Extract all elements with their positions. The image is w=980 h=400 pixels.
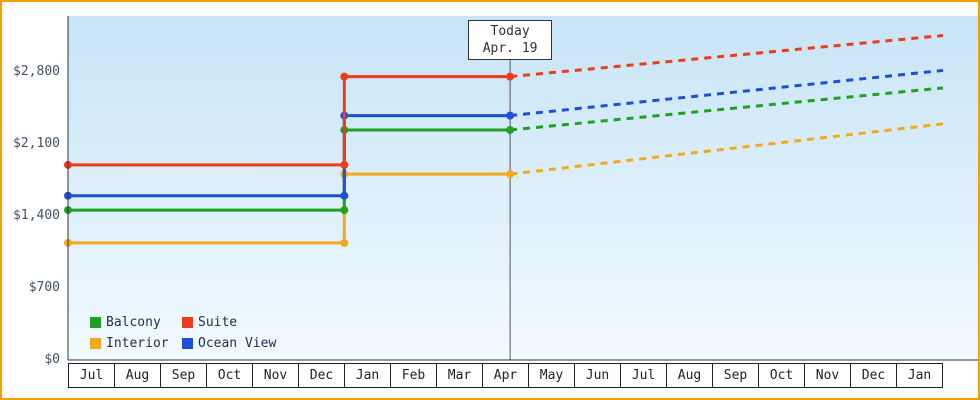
series-line-suite <box>68 75 511 167</box>
x-axis: Jul Aug Sep Oct Nov Dec Jan Feb Mar Apr May Jun Jul A… <box>68 363 943 388</box>
x-axis-month-cell: Dec <box>299 363 345 388</box>
x-axis-month-cell: Jan <box>345 363 391 388</box>
x-axis-month-cell: Feb <box>391 363 437 388</box>
legend-label: Ocean View <box>198 336 277 351</box>
plot-background <box>68 16 978 360</box>
x-axis-month-cell: Apr <box>483 363 529 388</box>
series-marker-suite <box>340 160 349 169</box>
legend: Balcony Suite Interior Ocean View <box>90 313 276 353</box>
x-axis-month-cell: Sep <box>161 363 207 388</box>
y-axis-tick-label: $1,400 <box>13 208 60 224</box>
y-axis-tick-label: $2,800 <box>13 64 60 80</box>
series-marker-suite <box>506 72 515 81</box>
x-axis-month-cell: Jul <box>68 363 115 388</box>
legend-label: Balcony <box>106 315 161 330</box>
x-axis-month-cell: Dec <box>851 363 897 388</box>
x-axis-month-cell: Mar <box>437 363 483 388</box>
series-marker-balcony <box>340 206 349 215</box>
series-marker-interior <box>506 170 515 179</box>
today-date: Apr. 19 <box>482 41 538 56</box>
y-axis-tick-label: $2,100 <box>13 136 60 152</box>
x-axis-month-cell: Nov <box>805 363 851 388</box>
x-axis-month-cell: Sep <box>713 363 759 388</box>
x-axis-month-cell: Oct <box>759 363 805 388</box>
legend-swatch-balcony <box>90 317 101 328</box>
x-axis-month-cell: Jan <box>897 363 943 388</box>
legend-label: Interior <box>106 336 169 351</box>
x-axis-month-cell: Aug <box>115 363 161 388</box>
legend-label: Suite <box>198 315 238 330</box>
series-marker-ocean-view <box>506 111 515 120</box>
legend-item-balcony: Balcony <box>90 313 182 332</box>
series-marker-interior <box>340 238 349 247</box>
today-label: Today <box>490 24 530 39</box>
legend-item-interior: Interior <box>90 334 182 353</box>
legend-item-ocean-view: Ocean View <box>182 334 276 353</box>
series-marker-balcony <box>506 125 515 134</box>
x-axis-month-cell: Oct <box>207 363 253 388</box>
legend-item-suite: Suite <box>182 313 276 332</box>
legend-swatch-interior <box>90 338 101 349</box>
x-axis-month-cell: Jun <box>575 363 621 388</box>
y-axis-tick-label: $0 <box>44 352 60 367</box>
series-marker-suite <box>340 72 349 81</box>
y-axis-tick-label: $700 <box>28 280 60 296</box>
legend-swatch-suite <box>182 317 193 328</box>
x-axis-month-cell: Jul <box>621 363 667 388</box>
x-axis-month-cell: May <box>529 363 575 388</box>
series-marker-ocean-view <box>340 191 349 200</box>
today-annotation: Today Apr. 19 <box>468 20 553 60</box>
x-axis-month-cell: Aug <box>667 363 713 388</box>
x-axis-month-cell: Nov <box>253 363 299 388</box>
legend-swatch-ocean-view <box>182 338 193 349</box>
